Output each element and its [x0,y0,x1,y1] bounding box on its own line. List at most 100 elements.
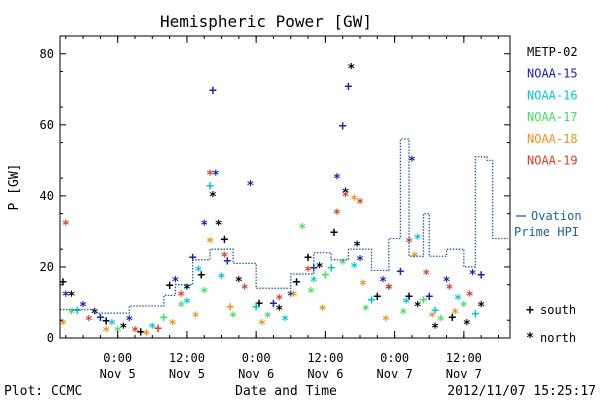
data-point-noaa-15: * [333,172,341,187]
data-point-noaa-15: * [212,169,220,184]
data-point-noaa-19: * [241,282,249,297]
legend-marker-north-symbol: * [526,331,534,346]
data-point-noaa-16: * [148,321,156,336]
data-point-noaa-18: * [206,236,214,251]
data-point-noaa-15: * [62,289,70,304]
data-point-noaa-15: * [125,314,133,329]
legend-noaa-19: NOAA-19 [527,154,578,168]
data-point-noaa-16: * [350,261,358,276]
y-tick-label: 40 [40,189,54,203]
data-point-noaa-15: * [379,275,387,290]
data-point-noaa-15: * [469,268,477,283]
data-point-noaa-19: * [131,325,139,340]
x-tick-label-time: 0:00 [103,351,132,365]
data-point-noaa-18: * [350,193,358,208]
data-point-noaa-19: * [342,190,350,205]
legend-noaa-16: NOAA-16 [527,88,578,102]
data-point-metp-02: + [255,296,263,311]
data-point-noaa-19: * [206,169,214,184]
data-point-noaa-19: * [385,282,393,297]
legend: METP-02 NOAA-15 NOAA-16 NOAA-17 NOAA-18 NOAA-… [514,45,582,346]
data-point-metp-02: * [120,321,128,336]
data-point-metp-02: * [477,300,485,315]
data-point-noaa-19: * [85,314,93,329]
data-point-noaa-15: * [443,275,451,290]
data-point-noaa-17: * [229,311,237,326]
data-point-noaa-18: * [258,318,266,333]
data-point-noaa-15: * [200,218,208,233]
data-point-metp-02: * [215,218,223,233]
data-point-noaa-15: * [287,289,295,304]
data-point-noaa-16: * [183,296,191,311]
data-point-noaa-19: * [333,208,341,223]
data-point-noaa-15: + [209,83,217,98]
data-point-noaa-19: * [221,250,229,265]
data-point-noaa-15: + [270,296,278,311]
data-point-noaa-16: * [414,233,422,248]
data-point-noaa-18: * [319,304,327,319]
data-point-metp-02: * [385,282,393,297]
data-point-noaa-19: * [177,289,185,304]
chart-title: Hemispheric Power [GW] [160,12,372,31]
data-point-noaa-16: + [252,300,260,315]
data-point-noaa-19: * [275,293,283,308]
data-point-metp-02: + [373,289,381,304]
data-point-noaa-16: + [431,304,439,319]
data-point-metp-02: * [463,318,471,333]
data-point-noaa-15: * [356,254,364,269]
data-point-metp-02: + [293,275,301,290]
data-point-noaa-19: * [62,218,70,233]
legend-noaa-15: NOAA-15 [527,67,578,81]
data-point-metp-02: + [304,250,312,265]
data-point-noaa-17: + [160,311,168,326]
x-tick-label-time: 12:00 [307,351,343,365]
data-point-noaa-15: + [339,119,347,134]
data-point-noaa-17: + [321,268,329,283]
x-tick-label-time: 0:00 [380,351,409,365]
data-point-noaa-18: * [428,311,436,326]
data-point-metp-02: * [91,307,99,322]
data-point-metp-02: * [414,300,422,315]
data-point-metp-02: + [405,289,413,304]
x-tick-label-date: Nov 6 [238,367,274,381]
data-point-noaa-19: * [304,264,312,279]
data-point-metp-02: * [275,304,283,319]
data-point-noaa-17: * [307,286,315,301]
x-tick-label-date: Nov 7 [377,367,413,381]
data-point-noaa-16: + [73,304,81,319]
data-point-noaa-16: * [281,314,289,329]
data-point-noaa-18: * [169,318,177,333]
x-tick-label-date: Nov 7 [446,367,482,381]
ovation-hpi-step-line [60,138,508,314]
data-point-metp-02: + [102,314,110,329]
data-point-noaa-18: * [102,325,110,340]
legend-marker-south: south [540,303,576,317]
data-point-metp-02: * [347,62,355,77]
y-tick-label: 80 [40,47,54,61]
data-point-noaa-18: * [411,250,419,265]
data-point-noaa-17: * [68,307,76,322]
data-point-noaa-16: + [471,307,479,322]
data-point-noaa-18: * [143,328,151,343]
data-point-noaa-18: * [59,318,67,333]
x-tick-label-time: 12:00 [446,351,482,365]
data-point-noaa-15: + [396,264,404,279]
data-point-noaa-17: * [264,311,272,326]
data-point-noaa-18: * [359,279,367,294]
x-axis-label: Date and Time [235,384,337,399]
data-point-noaa-15: * [171,275,179,290]
data-point-noaa-15: * [79,300,87,315]
data-point-metp-02: * [209,190,217,205]
x-tick-label-time: 12:00 [169,351,205,365]
data-point-metp-02: * [342,186,350,201]
data-point-noaa-17: + [420,293,428,308]
data-point-noaa-15: + [425,289,433,304]
data-point-metp-02: * [316,261,324,276]
data-point-noaa-17: * [362,304,370,319]
legend-ovation-label: Prime HPI [514,225,579,239]
data-point-noaa-16: * [108,318,116,333]
x-tick-label-date: Nov 5 [100,367,136,381]
data-point-noaa-15: * [246,179,254,194]
data-point-metp-02: + [137,325,145,340]
plot-frame [59,35,511,339]
